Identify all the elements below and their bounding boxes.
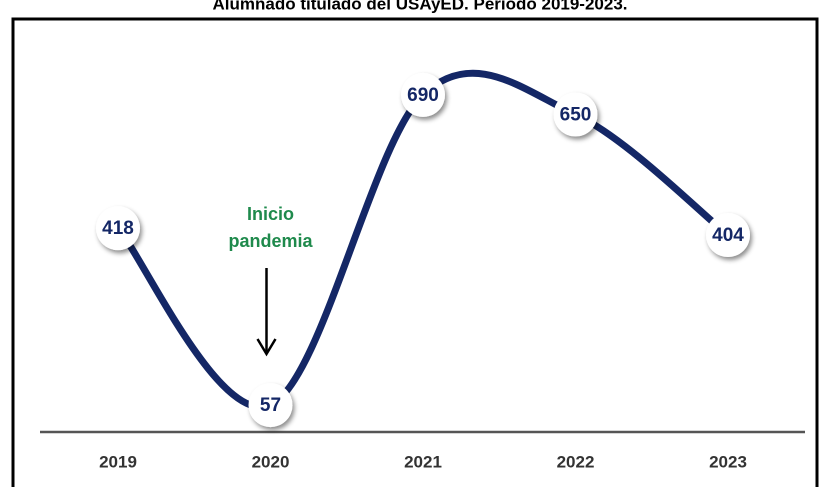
marker xyxy=(553,92,598,137)
marker xyxy=(401,72,445,117)
line xyxy=(114,69,732,411)
frame xyxy=(11,17,819,487)
annotation-arrowhead xyxy=(256,338,277,357)
x-tick-label: 2021 xyxy=(404,452,442,471)
x-tick-label: 2023 xyxy=(709,452,747,471)
x-tick-label: 2019 xyxy=(99,452,137,471)
marker xyxy=(706,213,750,258)
marker xyxy=(248,383,293,428)
chart-title: Alumnado titulado del USAyED. Período 20… xyxy=(212,0,627,13)
value-label: 650 xyxy=(560,105,592,126)
marker xyxy=(96,206,140,251)
annotation: pandemia xyxy=(228,231,313,251)
x-tick-label: 2022 xyxy=(557,452,595,471)
annotation: Inicio xyxy=(247,204,294,224)
value-label: 57 xyxy=(260,395,281,416)
value-label: 404 xyxy=(712,225,744,246)
value-label: 690 xyxy=(407,85,439,106)
x-tick-label: 2020 xyxy=(252,452,290,471)
value-label: 418 xyxy=(102,218,134,239)
